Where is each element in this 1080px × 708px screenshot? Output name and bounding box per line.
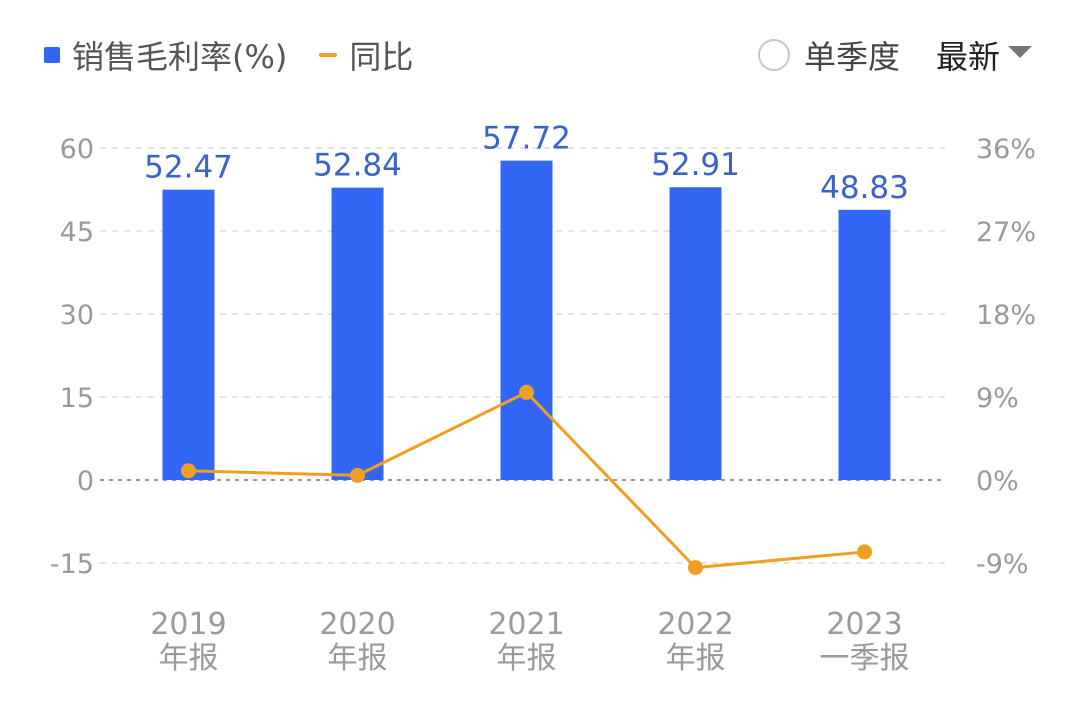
bar-value-label: 52.91: [651, 147, 740, 183]
yoy-point: [350, 467, 365, 483]
right-axis: 36% 27% 18% 9% 0% -9%: [976, 134, 1036, 580]
yoy-point: [857, 544, 872, 560]
bar: [669, 187, 722, 481]
bar-value-label: 48.83: [820, 170, 909, 206]
yoy-point: [688, 560, 703, 576]
yoy-point: [181, 463, 196, 479]
right-tick-label: 18%: [976, 300, 1036, 331]
x-tick-label-period: 年报: [328, 641, 388, 676]
x-tick-label-year: 2019: [150, 607, 226, 642]
bar-value-label: 52.84: [313, 148, 402, 184]
single-quarter-label[interactable]: 单季度: [803, 38, 900, 76]
bar: [162, 189, 215, 480]
legend: 销售毛利率(%) 同比: [44, 28, 413, 82]
line-series-swatch: [319, 53, 338, 57]
x-tick-label-year: 2022: [657, 607, 733, 642]
x-tick-label-year: 2021: [488, 607, 564, 642]
data-labels: 52.47 52.84 57.72 52.91 48.83: [144, 121, 909, 206]
left-tick-label: 0: [77, 466, 94, 497]
left-tick-label: 60: [60, 134, 94, 165]
right-tick-label: 27%: [976, 217, 1036, 248]
x-tick-label-year: 2020: [319, 607, 395, 642]
bar: [331, 187, 384, 481]
bar: [838, 209, 891, 481]
right-tick-label: 36%: [976, 134, 1036, 165]
right-tick-label: -9%: [976, 549, 1029, 580]
left-tick-label: -15: [50, 549, 94, 580]
chevron-down-icon[interactable]: [1008, 46, 1032, 58]
bar: [500, 160, 553, 480]
x-tick-label-period: 年报: [159, 641, 219, 676]
left-tick-label: 30: [60, 300, 94, 331]
bar-series-swatch: [44, 47, 60, 63]
yoy-line-series: [181, 384, 872, 576]
yoy-point: [519, 384, 534, 400]
legend-item-yoy[interactable]: 同比: [287, 32, 413, 78]
bar-value-label: 52.47: [144, 150, 233, 186]
sort-dropdown-label[interactable]: 最新: [935, 38, 1000, 76]
legend-label-yoy: 同比: [349, 38, 414, 76]
left-tick-label: 15: [60, 383, 94, 414]
legend-label-gross-margin: 销售毛利率(%): [72, 38, 288, 76]
legend-item-gross-margin[interactable]: 销售毛利率(%): [44, 32, 287, 78]
chart-controls: 单季度 最新: [757, 28, 1032, 82]
right-tick-label: 0%: [976, 466, 1019, 497]
bar-series: [162, 160, 891, 481]
right-tick-label: 9%: [976, 383, 1019, 414]
x-tick-label-period: 年报: [666, 641, 726, 676]
x-tick-label-year: 2023: [826, 607, 902, 642]
left-tick-label: 45: [60, 217, 94, 248]
bar-value-label: 57.72: [482, 121, 571, 157]
x-tick-label-period: 年报: [497, 641, 557, 676]
x-tick-label-period: 一季报: [820, 641, 910, 676]
single-quarter-radio[interactable]: [757, 39, 790, 71]
left-axis: 60 45 30 15 0 -15: [50, 134, 94, 580]
